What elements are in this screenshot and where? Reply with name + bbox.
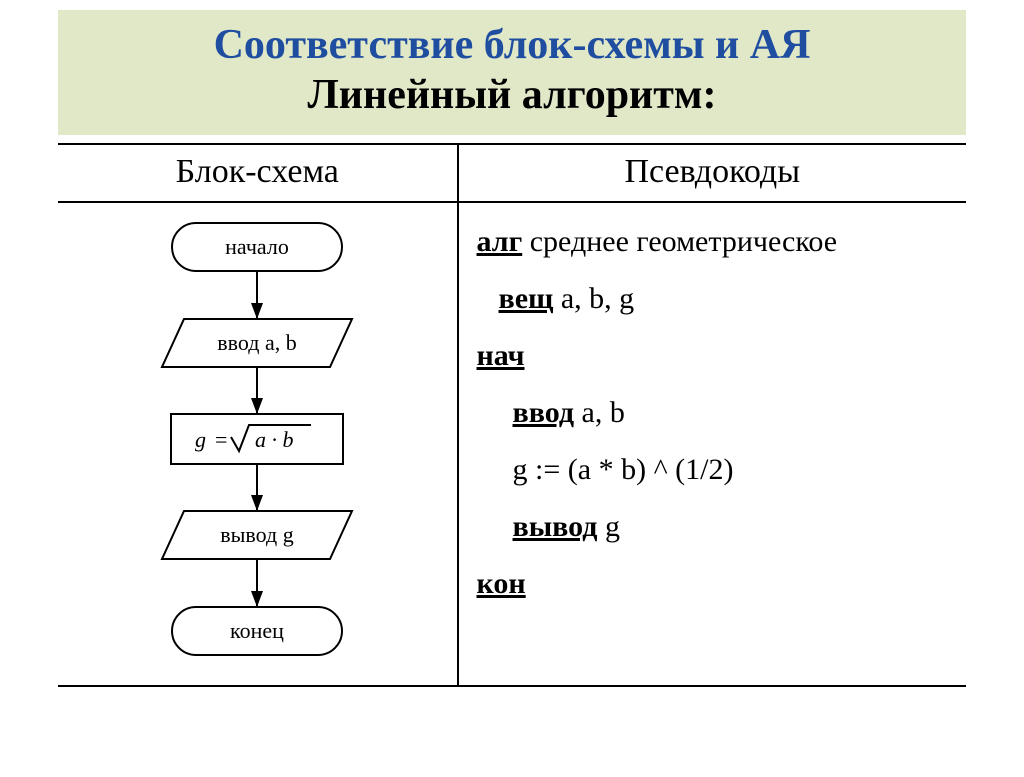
svg-text:ввод a, b: ввод a, b	[218, 330, 297, 355]
kw-nach: нач	[477, 339, 525, 372]
flowchart-cell: начало ввод a, b g = a · b вывод g конец	[58, 202, 458, 686]
kw-vvod: ввод	[513, 396, 575, 429]
pseudo-line-alg: алг среднее геометрическое	[477, 213, 948, 270]
flowchart-svg: начало ввод a, b g = a · b вывод g конец	[107, 213, 407, 675]
svg-text:конец: конец	[230, 618, 284, 643]
input-vars: a, b	[574, 396, 625, 429]
output-var: g	[597, 510, 620, 543]
svg-text:вывод g: вывод g	[221, 522, 294, 547]
pseudo-line-input: ввод a, b	[477, 384, 948, 441]
kw-alg: алг	[477, 225, 523, 258]
kw-kon: кон	[477, 567, 526, 600]
svg-text:a · b: a · b	[255, 427, 294, 452]
title-line1: Соответствие блок-схемы и АЯ	[78, 20, 946, 70]
decl-vars: a, b, g	[553, 282, 634, 315]
svg-text:g: g	[195, 427, 206, 452]
kw-vyvod: вывод	[513, 510, 598, 543]
pseudo-line-begin: нач	[477, 327, 948, 384]
alg-name: среднее геометрическое	[522, 225, 837, 258]
table-header-pseudocode: Псевдокоды	[458, 145, 966, 202]
slide: Соответствие блок-схемы и АЯ Линейный ал…	[0, 10, 1024, 777]
title-band: Соответствие блок-схемы и АЯ Линейный ал…	[58, 10, 966, 135]
pseudocode-cell: алг среднее геометрическое вещ a, b, g н…	[458, 202, 966, 686]
title-line2: Линейный алгоритм:	[78, 70, 946, 120]
pseudo-line-assign: g := (a * b) ^ (1/2)	[477, 441, 948, 498]
svg-text:начало: начало	[225, 234, 289, 259]
pseudo-line-output: вывод g	[477, 498, 948, 555]
svg-text:=: =	[215, 427, 227, 452]
assign-expr: g := (a * b) ^ (1/2)	[477, 441, 734, 498]
kw-vesch: вещ	[499, 282, 554, 315]
pseudo-line-decl: вещ a, b, g	[477, 270, 948, 327]
comparison-table: Блок-схема Псевдокоды начало ввод a, b g = a…	[58, 143, 966, 687]
pseudocode-block: алг среднее геометрическое вещ a, b, g н…	[477, 213, 948, 612]
pseudo-line-end: кон	[477, 555, 948, 612]
table-header-flowchart: Блок-схема	[58, 145, 458, 202]
